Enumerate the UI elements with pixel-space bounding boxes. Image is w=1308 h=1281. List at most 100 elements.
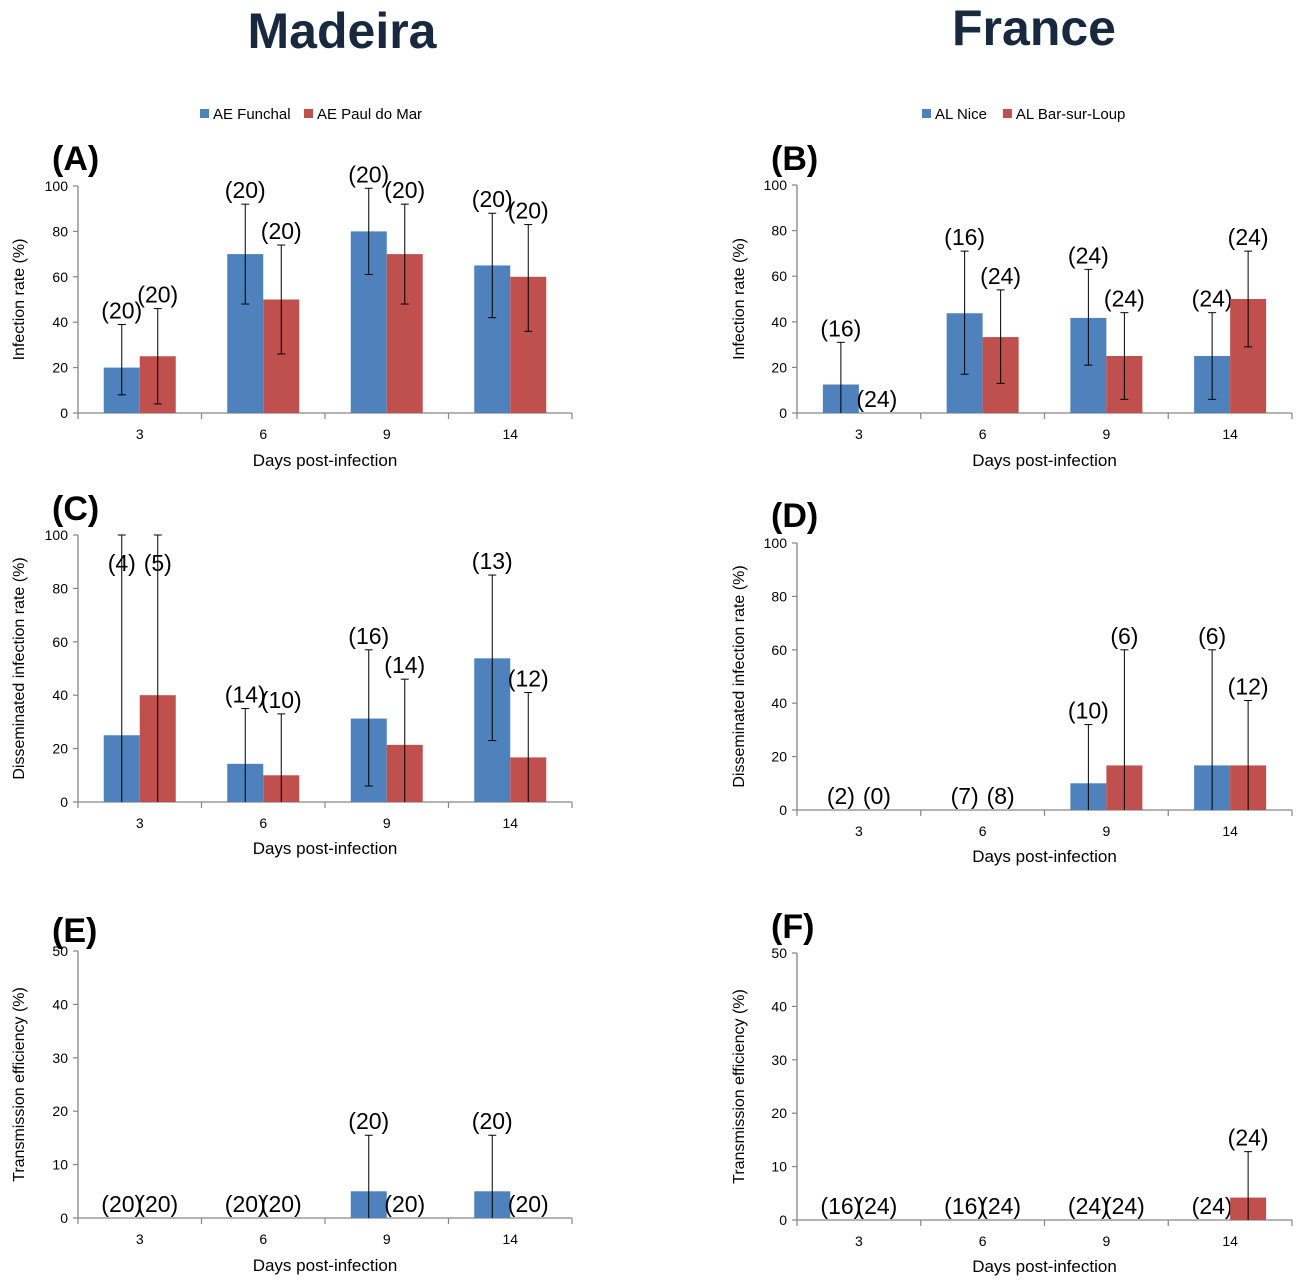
y-tick-label: 20 <box>52 1103 68 1119</box>
sample-size-label: (20) <box>137 1191 178 1217</box>
legend-entry: AL Nice <box>935 106 987 123</box>
y-tick-label: 40 <box>52 996 68 1012</box>
sample-size-label: (2) <box>827 783 855 809</box>
y-tick-label: 60 <box>771 268 787 284</box>
x-tick-label: 6 <box>979 1233 987 1249</box>
y-tick-label: 40 <box>771 695 787 711</box>
x-tick-label: 3 <box>136 815 144 831</box>
sample-size-label: (0) <box>863 783 891 809</box>
panel-label: (E) <box>52 912 97 950</box>
sample-size-label: (6) <box>1110 623 1138 649</box>
chart-panel-f: (F) 0 10 20 30 40 50 3 6 9 14 Days post-infection Tr… <box>731 908 1293 1276</box>
sample-size-label: (20) <box>101 297 142 323</box>
chart-panel-a: (A) AE Funchal AE Paul do Mar 0 20 40 60 80 100 3… <box>11 106 573 470</box>
panel-label: (D) <box>771 497 818 535</box>
y-tick-label: 40 <box>771 314 787 330</box>
x-tick-label: 14 <box>1222 1233 1238 1249</box>
sample-size-label: (12) <box>508 666 549 692</box>
sample-size-label: (4) <box>108 550 136 576</box>
legend-entry: AL Bar-sur-Loup <box>1016 106 1126 123</box>
x-tick-label: 9 <box>383 1231 391 1247</box>
sample-size-label: (10) <box>261 687 302 713</box>
y-tick-label: 10 <box>52 1157 68 1173</box>
y-tick-label: 80 <box>771 588 787 604</box>
x-tick-label: 14 <box>502 1231 518 1247</box>
sample-size-label: (16) <box>944 224 985 250</box>
sample-size-label: (24) <box>980 263 1021 289</box>
y-tick-label: 50 <box>52 943 68 959</box>
sample-size-label: (16) <box>820 315 861 341</box>
y-tick-label: 80 <box>52 580 68 596</box>
x-axis-title: Days post-infection <box>253 1256 398 1275</box>
y-tick-label: 60 <box>52 269 68 285</box>
sample-size-label: (24) <box>1104 286 1145 312</box>
column-header-madeira: Madeira <box>248 3 438 59</box>
sample-size-label: (13) <box>472 548 513 574</box>
x-tick-label: 3 <box>855 426 863 442</box>
y-tick-label: 20 <box>52 741 68 757</box>
y-tick-label: 100 <box>45 527 69 543</box>
sample-size-label: (20) <box>137 282 178 308</box>
y-tick-label: 20 <box>771 359 787 375</box>
legend-swatch <box>304 109 313 118</box>
x-tick-label: 6 <box>259 815 267 831</box>
x-tick-label: 9 <box>1102 426 1110 442</box>
x-tick-label: 9 <box>383 815 391 831</box>
x-tick-label: 3 <box>136 426 144 442</box>
sample-size-label: (5) <box>144 550 172 576</box>
sample-size-label: (20) <box>348 1108 389 1134</box>
sample-size-label: (16) <box>348 623 389 649</box>
y-tick-label: 0 <box>779 405 787 421</box>
sample-size-label: (20) <box>225 177 266 203</box>
y-axis-title: Disseminated infection rate (%) <box>731 565 748 787</box>
sample-size-label: (20) <box>101 1191 142 1217</box>
x-axis-title: Days post-infection <box>253 839 398 858</box>
y-tick-label: 50 <box>771 945 787 961</box>
y-tick-label: 0 <box>779 1212 787 1228</box>
legend-swatch <box>200 109 209 118</box>
y-axis-title: Disseminated infection rate (%) <box>11 557 28 779</box>
sample-size-label: (6) <box>1198 623 1226 649</box>
x-tick-label: 14 <box>1222 823 1238 839</box>
sample-size-label: (24) <box>980 1193 1021 1219</box>
column-header-france: France <box>952 0 1116 56</box>
y-tick-label: 80 <box>771 223 787 239</box>
legend-swatch <box>922 109 931 118</box>
y-tick-label: 20 <box>771 1105 787 1121</box>
y-tick-label: 60 <box>771 642 787 658</box>
sample-size-label: (20) <box>225 1191 266 1217</box>
y-axis-title: Transmission efficiency (%) <box>731 989 748 1184</box>
x-tick-label: 6 <box>259 1231 267 1247</box>
y-tick-label: 80 <box>52 223 68 239</box>
y-tick-label: 0 <box>60 405 68 421</box>
x-tick-label: 9 <box>1102 1233 1110 1249</box>
y-tick-label: 20 <box>771 749 787 765</box>
y-tick-label: 10 <box>771 1159 787 1175</box>
chart-panel-c: (C) 0 20 40 60 80 100 3 6 9 14 Days post-infection D… <box>11 490 573 858</box>
x-tick-label: 6 <box>979 823 987 839</box>
x-tick-label: 3 <box>136 1231 144 1247</box>
sample-size-label: (24) <box>856 386 897 412</box>
sample-size-label: (20) <box>472 186 513 212</box>
sample-size-label: (20) <box>384 177 425 203</box>
sample-size-label: (20) <box>261 1191 302 1217</box>
sample-size-label: (20) <box>261 218 302 244</box>
x-tick-label: 9 <box>383 426 391 442</box>
legend-entry: AE Funchal <box>213 106 291 123</box>
y-tick-label: 30 <box>771 1052 787 1068</box>
y-tick-label: 30 <box>52 1050 68 1066</box>
y-axis-title: Infection rate (%) <box>731 238 748 360</box>
chart-panel-d: (D) 0 20 40 60 80 100 3 6 9 14 Days post-infection D… <box>731 497 1293 866</box>
legend-swatch <box>1002 109 1012 118</box>
y-tick-label: 100 <box>764 535 788 551</box>
sample-size-label: (20) <box>508 1191 549 1217</box>
sample-size-label: (24) <box>1068 242 1109 268</box>
sample-size-label: (24) <box>1228 1125 1269 1151</box>
sample-size-label: (24) <box>856 1193 897 1219</box>
x-tick-label: 6 <box>979 426 987 442</box>
legend-entry: AE Paul do Mar <box>317 106 422 123</box>
sample-size-label: (16) <box>944 1193 985 1219</box>
x-tick-label: 3 <box>855 823 863 839</box>
panel-label: (A) <box>52 140 99 178</box>
sample-size-label: (14) <box>225 682 266 708</box>
